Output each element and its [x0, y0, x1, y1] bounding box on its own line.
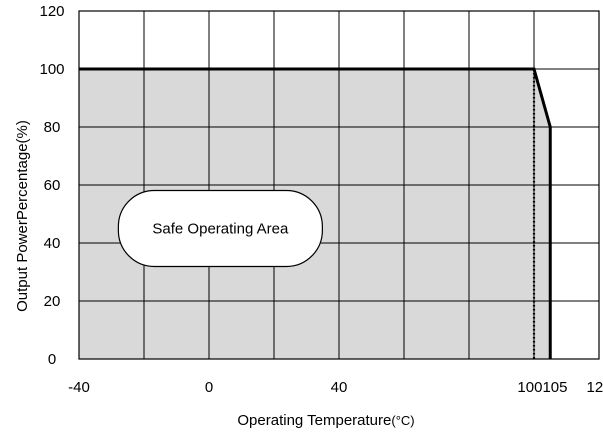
- x-axis-title: Operating Temperature(°C): [237, 412, 414, 429]
- safe-area-bubble: [117, 189, 323, 268]
- derating-curve: [79, 67, 552, 359]
- y-tick-label: 0: [48, 351, 56, 368]
- y-tick-label: 40: [44, 235, 61, 252]
- y-axis-title: Output PowerPercentage(%): [14, 120, 31, 312]
- x-tick-label: -40: [68, 379, 90, 396]
- y-tick-label: 120: [39, 3, 64, 20]
- y-tick-label: 20: [44, 293, 61, 310]
- curve-layer: [79, 67, 552, 359]
- y-tick-labels: 0 20 40 60 80 100 120: [39, 3, 64, 368]
- x-axis-title-unit: (°C): [391, 413, 414, 428]
- x-tick-label: 0: [205, 379, 213, 396]
- plot-frame: [78, 10, 600, 360]
- y-tick-label: 100: [39, 61, 64, 78]
- safe-area-label: Safe Operating Area: [152, 221, 289, 238]
- y-tick-label: 60: [44, 177, 61, 194]
- annotation-layer: Safe Operating Area: [117, 189, 323, 268]
- x-axis-title-text: Operating Temperature: [237, 412, 391, 429]
- x-tick-label: 105: [542, 379, 567, 396]
- x-tick-label: 120: [586, 379, 603, 396]
- x-tick-label: 100: [517, 379, 542, 396]
- x-tick-label: 40: [331, 379, 348, 396]
- y-tick-label: 80: [44, 119, 61, 136]
